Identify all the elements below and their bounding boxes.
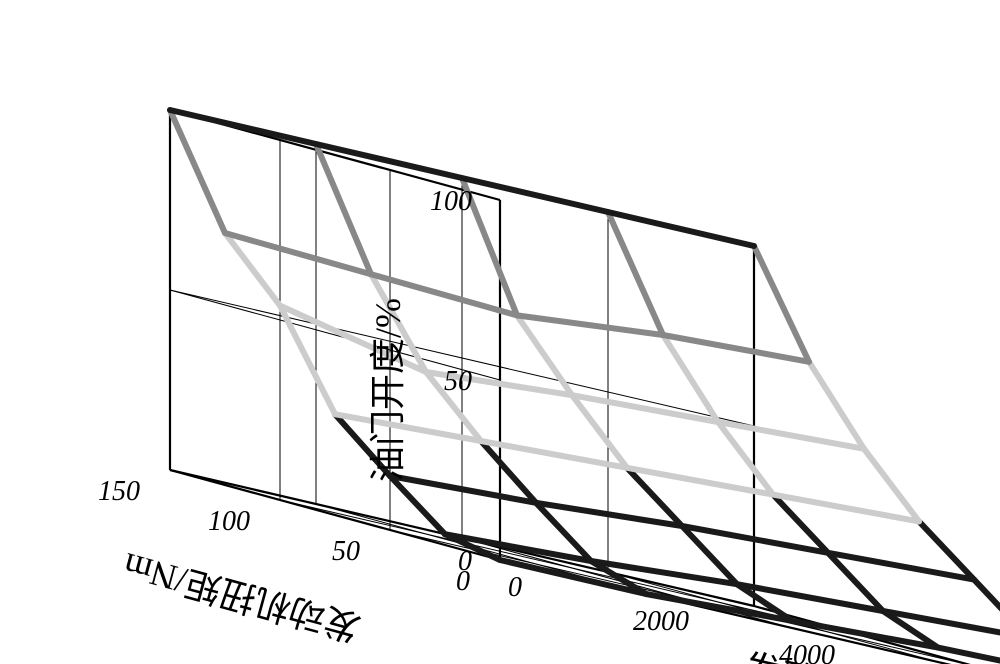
- x-tick-label: 0: [508, 572, 522, 603]
- y-tick-label: 100: [208, 506, 250, 537]
- chart-container: 05010005010015002000400060008000油门开度/%发动…: [0, 0, 1000, 664]
- z-tick-label: 100: [430, 186, 472, 217]
- y-tick-label: 150: [98, 476, 140, 507]
- y-axis-label: 发动机扭矩/Nm: [119, 545, 365, 648]
- z-tick-label: 50: [444, 366, 472, 397]
- y-tick-label: 50: [332, 536, 360, 567]
- y-tick-label: 0: [456, 566, 470, 597]
- z-axis-label: 油门开度/%: [368, 298, 408, 482]
- surface-plot: 05010005010015002000400060008000油门开度/%发动…: [0, 0, 1000, 664]
- x-tick-label: 2000: [633, 606, 689, 637]
